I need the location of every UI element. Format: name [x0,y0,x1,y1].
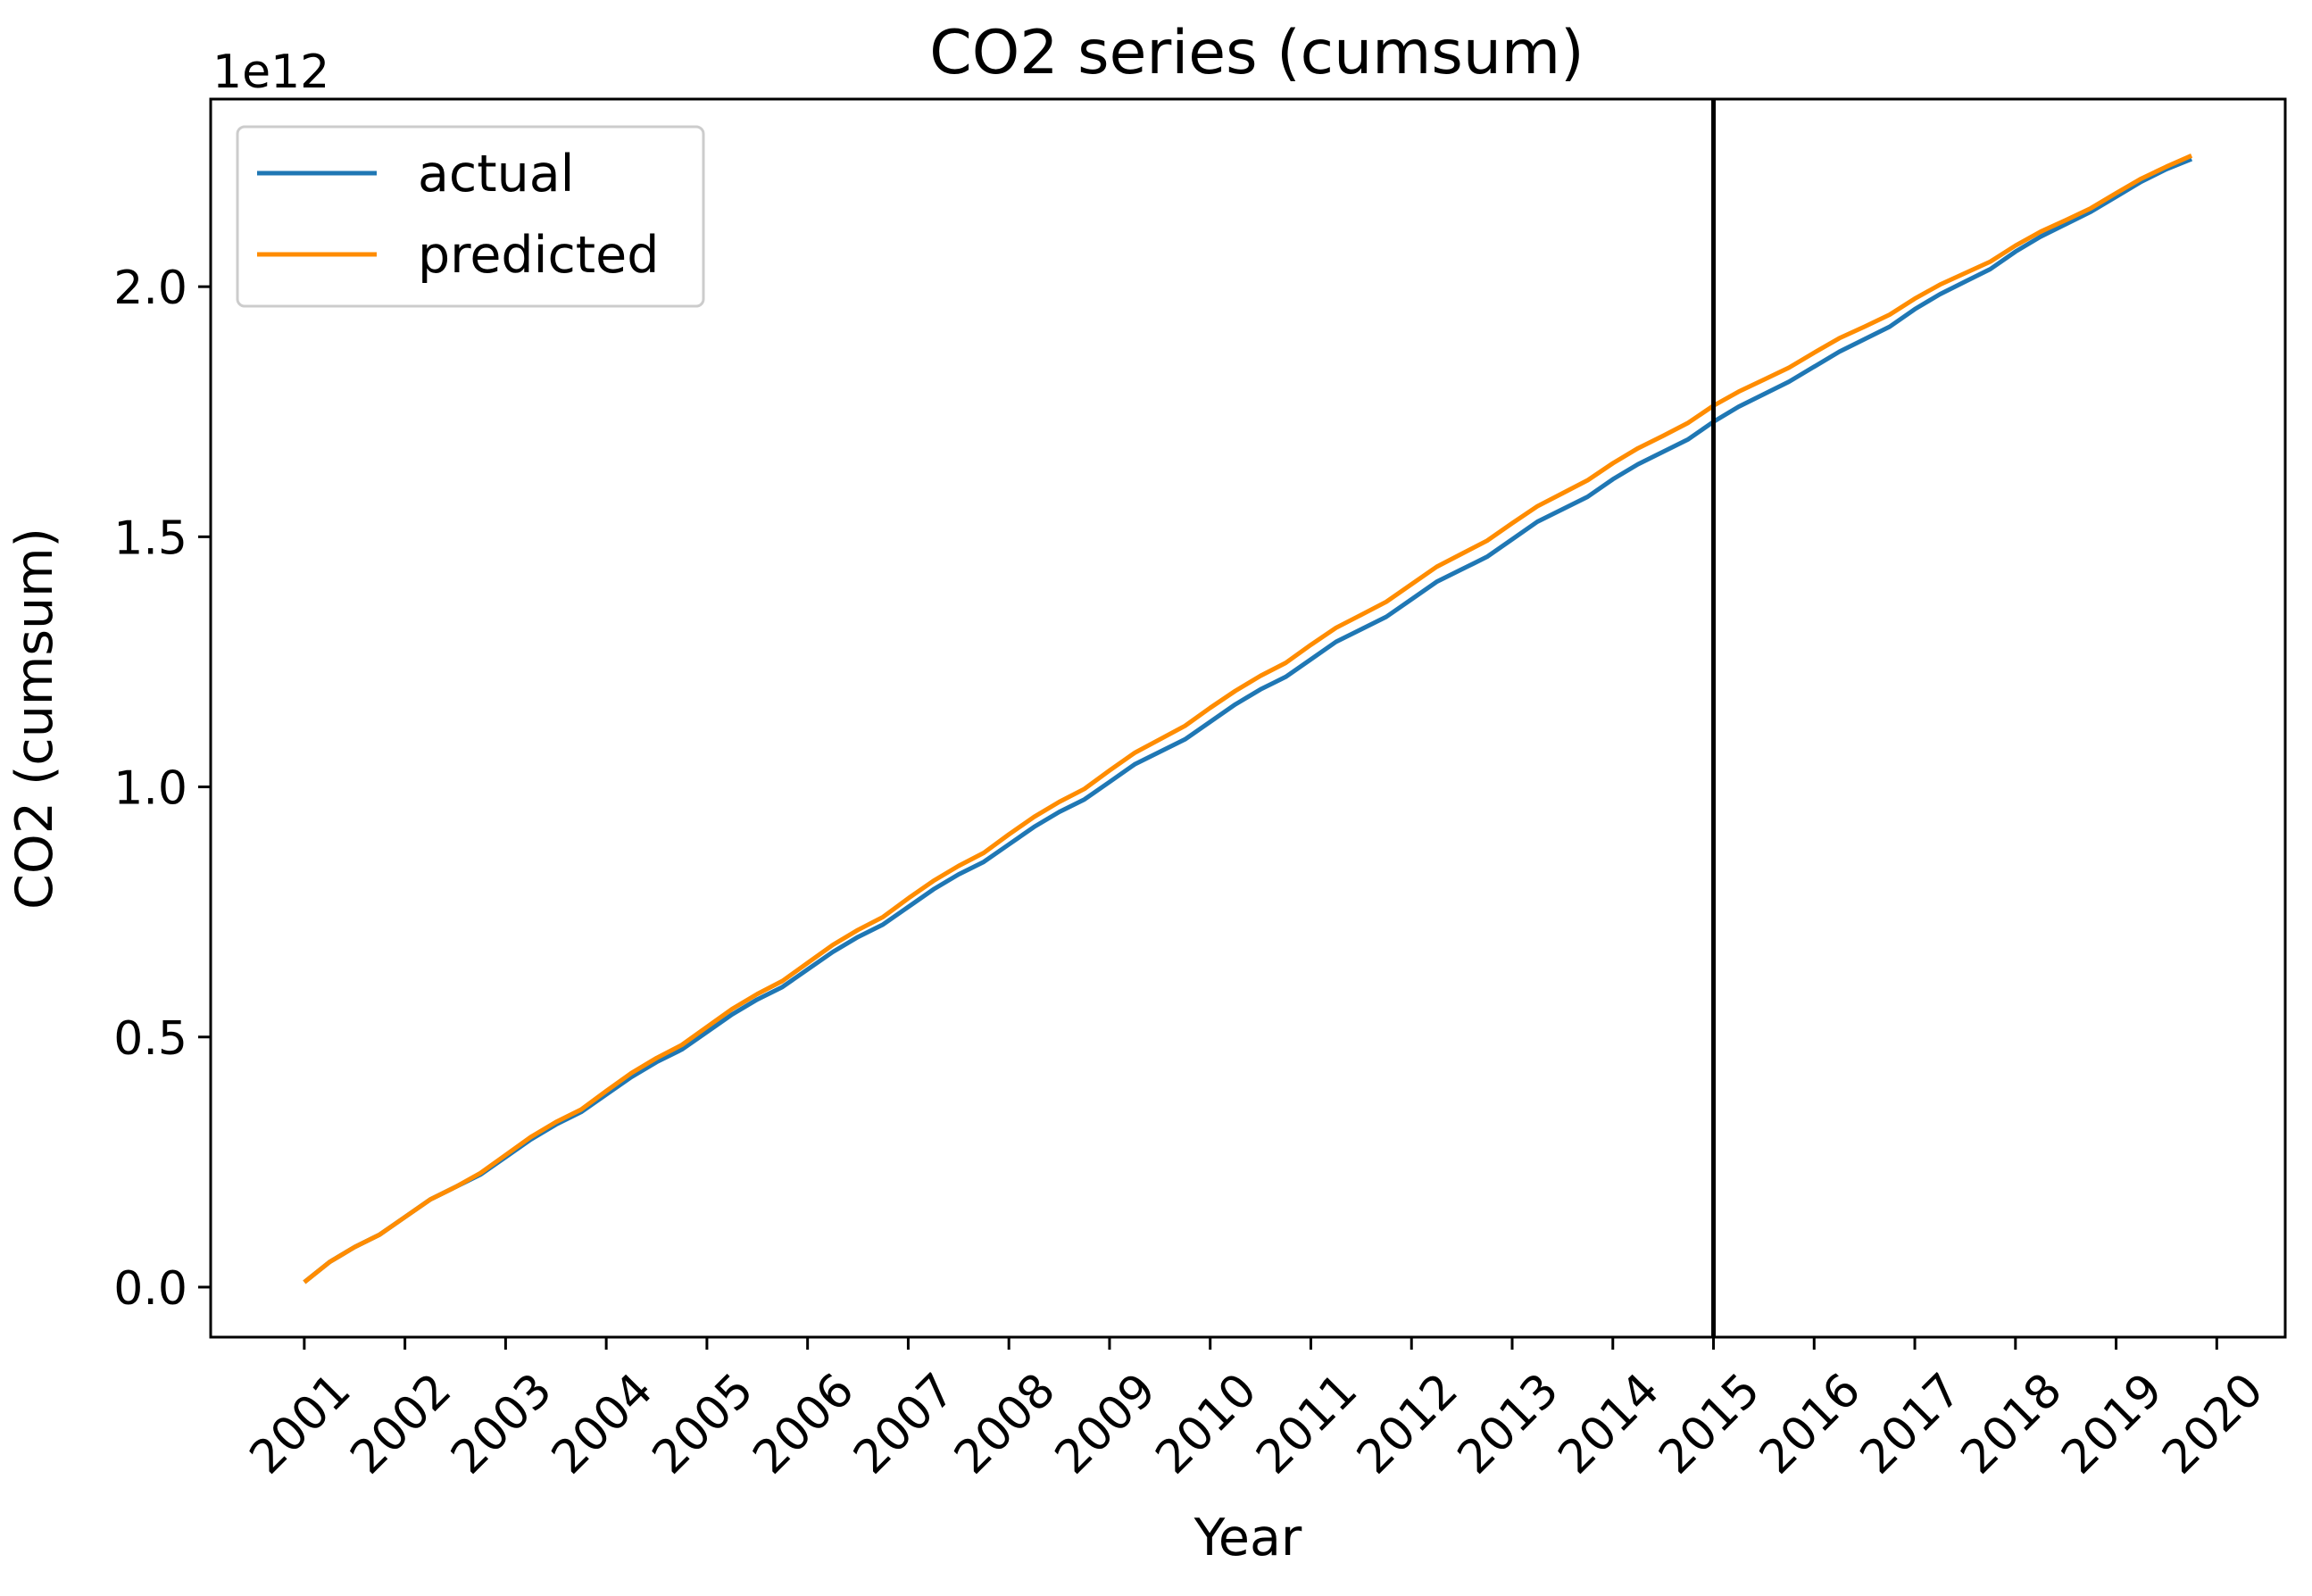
y-tick-label: 1.5 [113,511,187,565]
y-tick-label: 0.0 [113,1262,187,1316]
y-tick-label: 1.0 [113,762,187,816]
y-axis-offset-label: 1e12 [212,46,329,99]
legend: actual predicted [237,127,703,306]
legend-label-predicted: predicted [418,226,659,285]
y-axis-label: CO2 (cumsum) [5,528,64,910]
chart-title: CO2 series (cumsum) [929,18,1584,88]
y-tick-label: 2.0 [113,262,187,315]
x-axis-label: Year [1193,1509,1302,1567]
y-tick-label: 0.5 [113,1012,187,1066]
legend-label-actual: actual [418,145,575,204]
